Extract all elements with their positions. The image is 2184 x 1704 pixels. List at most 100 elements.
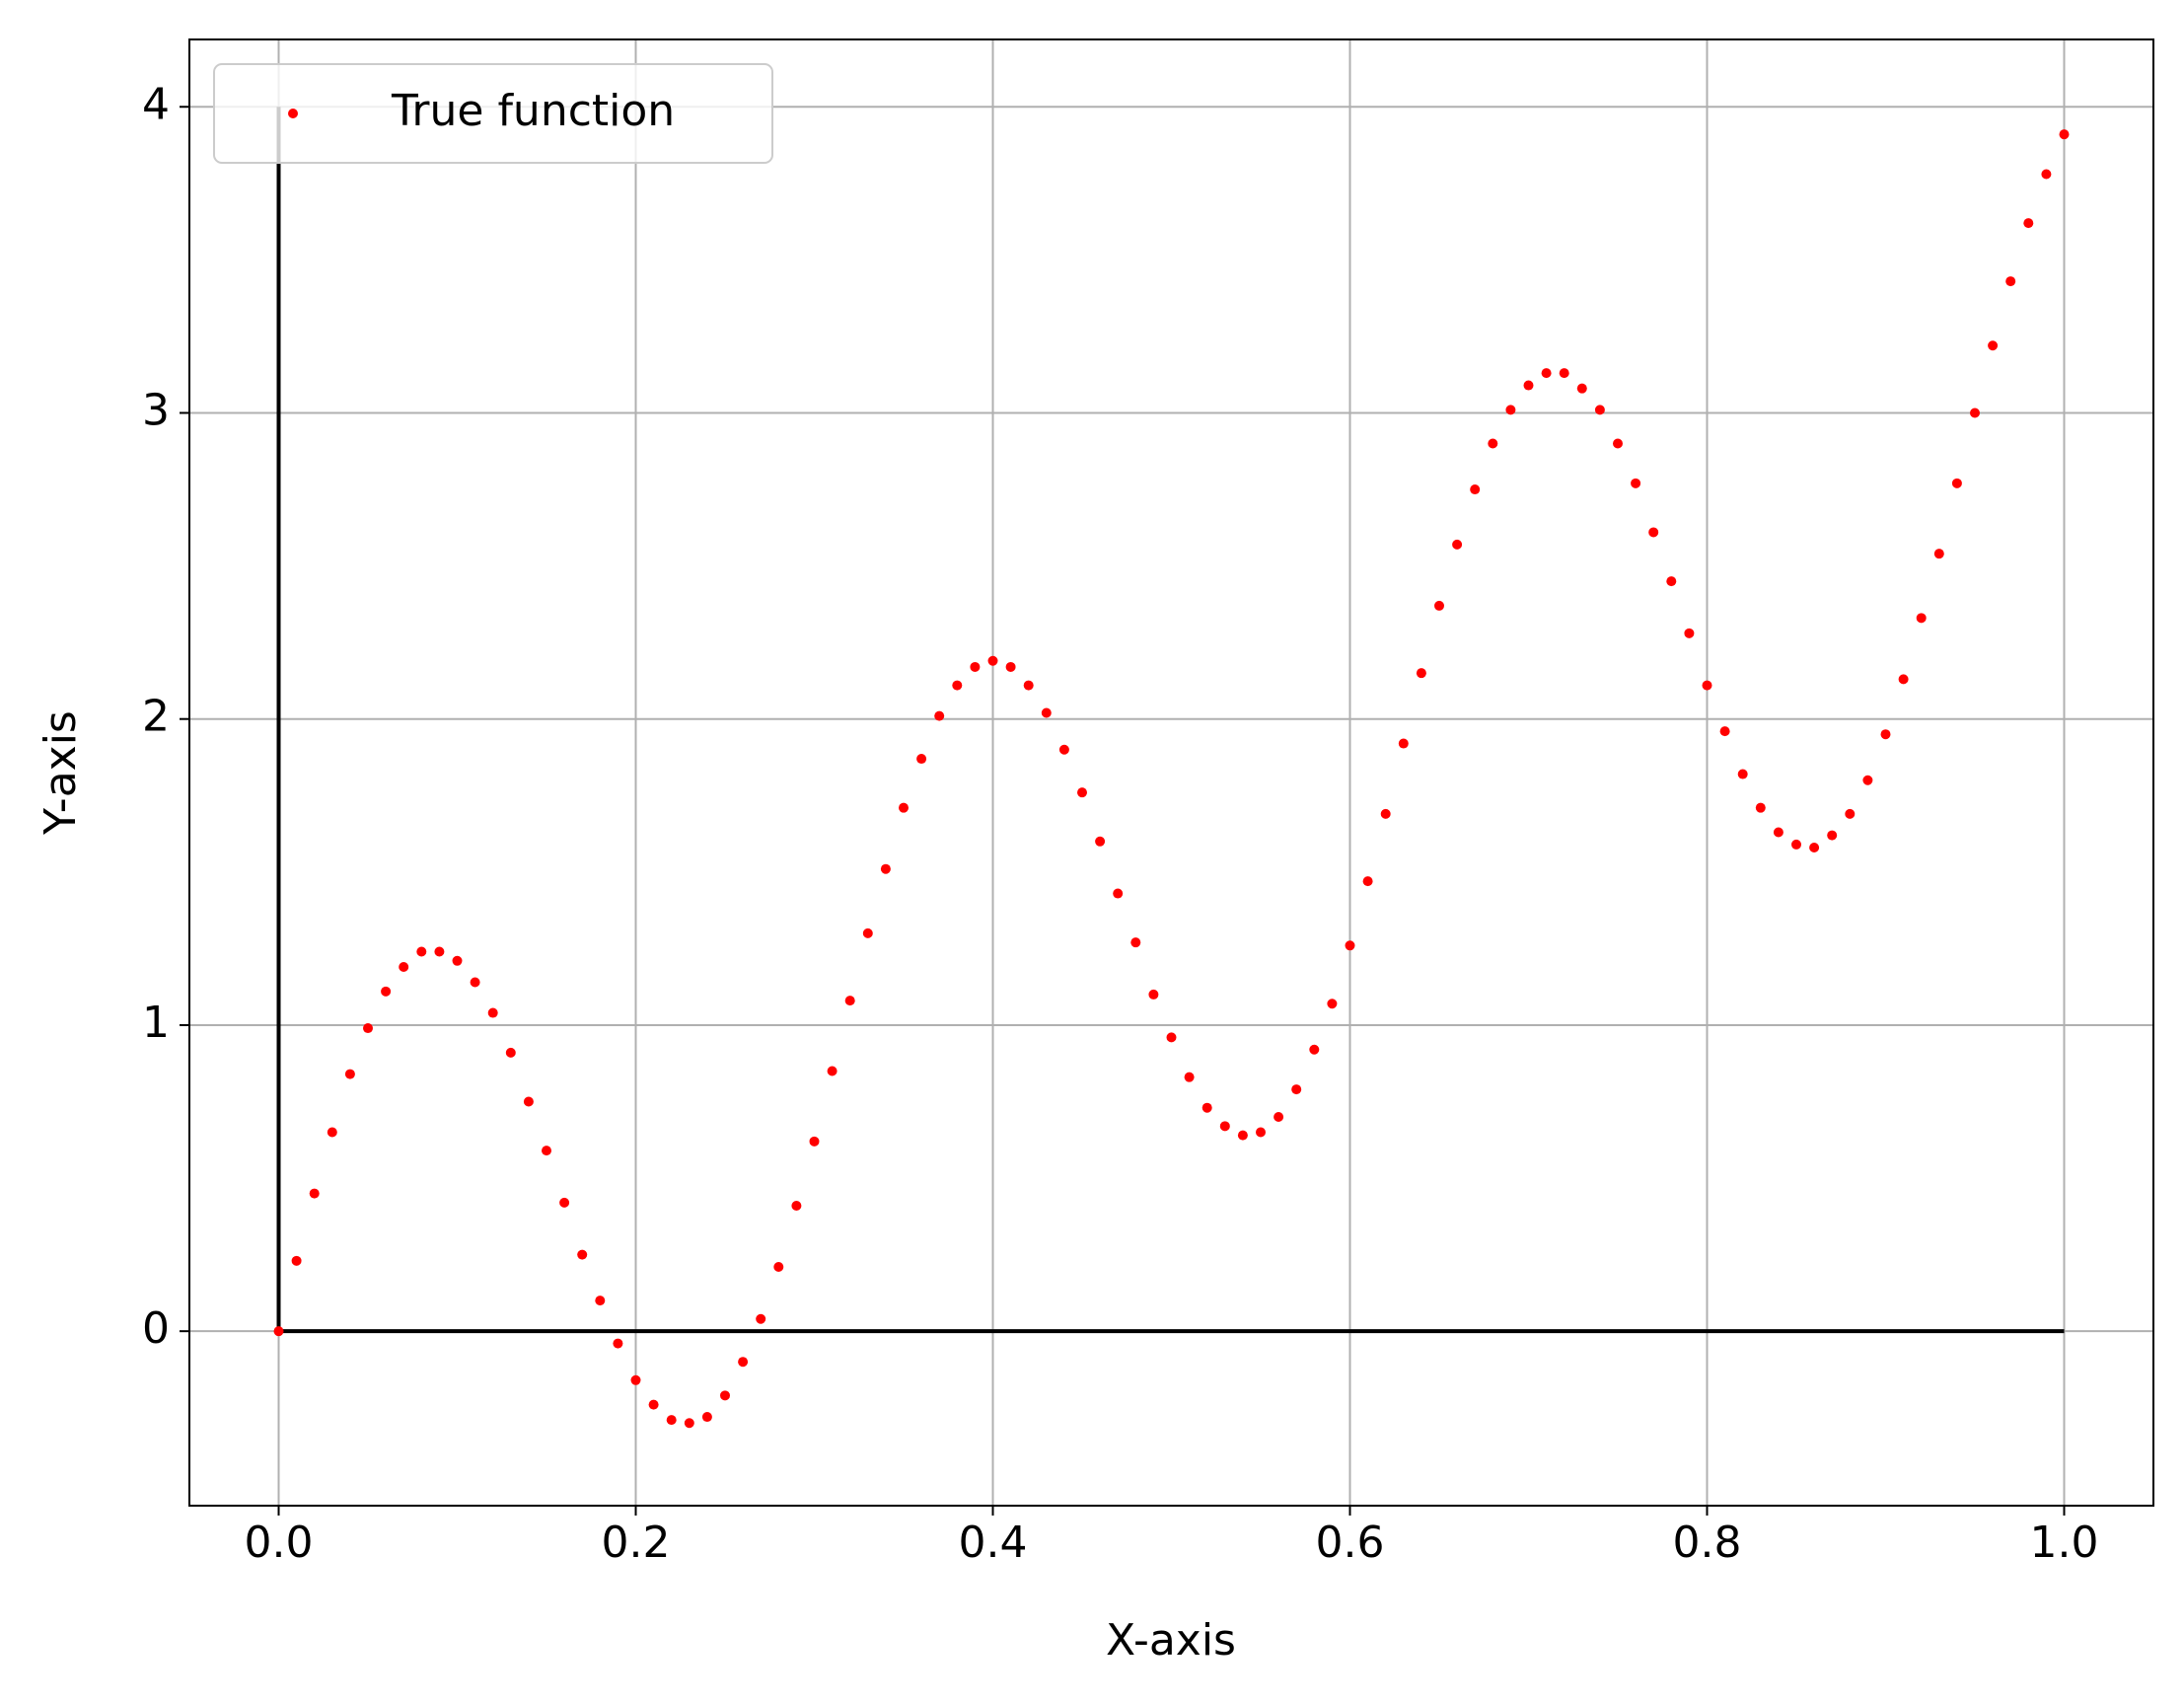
scatter-point <box>542 1146 551 1156</box>
x-axis-label: X-axis <box>1106 1615 1236 1666</box>
scatter-point <box>899 802 909 813</box>
scatter-point <box>1362 876 1373 887</box>
scatter-point <box>1470 484 1481 495</box>
scatter-point <box>1505 405 1516 415</box>
scatter-point <box>684 1418 694 1429</box>
x-tick-label: 0.8 <box>1673 1518 1742 1568</box>
scatter-point <box>1862 775 1873 785</box>
scatter-point <box>595 1296 606 1306</box>
scatter-point <box>666 1415 677 1426</box>
scatter-point <box>1631 478 1641 488</box>
scatter-point <box>970 661 981 672</box>
scatter-point <box>1791 839 1801 850</box>
scatter-point <box>452 955 463 966</box>
y-tick-label: 2 <box>142 692 170 742</box>
scatter-point <box>1898 674 1909 685</box>
scatter-point <box>952 680 963 691</box>
scatter-point <box>720 1390 730 1401</box>
scatter-point <box>1345 940 1355 951</box>
scatter-point <box>291 1255 302 1266</box>
scatter-point <box>1613 438 1623 449</box>
scatter-point <box>344 1069 355 1079</box>
scatter-point <box>273 1326 284 1337</box>
scatter-point <box>1666 576 1677 587</box>
scatter-point <box>1291 1084 1302 1095</box>
scatter-point <box>827 1066 837 1076</box>
scatter-point <box>880 863 891 874</box>
scatter-point <box>1845 808 1856 819</box>
scatter-point <box>577 1249 588 1260</box>
scatter-point <box>1719 726 1730 737</box>
scatter-point <box>1576 383 1587 394</box>
scatter-point <box>1755 802 1766 813</box>
scatter-point <box>1380 808 1391 819</box>
scatter-point <box>1184 1072 1195 1082</box>
scatter-point <box>1309 1044 1320 1055</box>
scatter-point <box>470 977 480 988</box>
scatter-point <box>987 655 998 666</box>
y-tick-label: 3 <box>142 385 170 435</box>
scatter-point <box>363 1023 373 1034</box>
scatter-point <box>1933 549 1944 559</box>
scatter-point <box>1988 340 1999 351</box>
scatter-point <box>1702 680 1712 691</box>
scatter-point <box>1488 438 1498 449</box>
scatter-point <box>844 996 855 1006</box>
scatter-point <box>381 986 392 997</box>
y-tick-label: 1 <box>142 998 170 1048</box>
scatter-point <box>862 927 873 938</box>
x-tick-label: 0.0 <box>245 1518 314 1568</box>
scatter-point <box>738 1357 749 1368</box>
scatter-point <box>1130 937 1141 948</box>
scatter-point <box>2059 129 2070 140</box>
scatter-point <box>1648 527 1659 538</box>
scatter-point <box>791 1200 802 1211</box>
x-tick-label: 1.0 <box>2030 1518 2099 1568</box>
scatter-point <box>809 1136 820 1147</box>
scatter-point <box>1166 1032 1177 1043</box>
scatter-point <box>1327 999 1338 1009</box>
scatter-point <box>523 1096 534 1107</box>
scatter-point <box>505 1047 516 1058</box>
scatter-point <box>559 1197 570 1208</box>
scatter-point <box>1523 380 1534 391</box>
scatter-point <box>630 1374 641 1385</box>
scatter-point <box>1005 661 1016 672</box>
scatter-point <box>1773 827 1784 838</box>
scatter-point <box>1398 738 1409 749</box>
scatter-point <box>916 754 927 765</box>
scatter-point <box>1594 405 1605 415</box>
scatter-point <box>1274 1112 1284 1123</box>
scatter-point <box>1237 1130 1248 1141</box>
scatter-point <box>756 1313 766 1324</box>
scatter-point <box>1023 680 1034 691</box>
scatter-point <box>1809 843 1820 853</box>
scatter-point <box>773 1262 784 1273</box>
y-tick-label: 4 <box>142 79 170 129</box>
scatter-point <box>399 961 409 972</box>
scatter-point <box>1541 368 1552 379</box>
scatter-point <box>648 1399 659 1410</box>
plot-frame <box>188 38 2154 1507</box>
scatter-point <box>2041 169 2052 180</box>
scatter-point <box>1880 729 1891 740</box>
scatter-point <box>487 1007 498 1018</box>
scatter-point <box>1559 368 1569 379</box>
y-axis-label: Y-axis <box>36 710 86 836</box>
scatter-point <box>1201 1102 1212 1113</box>
scatter-point <box>327 1127 337 1138</box>
scatter-point <box>1452 539 1463 550</box>
scatter-point <box>309 1188 320 1199</box>
scatter-point <box>416 946 427 957</box>
scatter-point <box>1095 836 1106 847</box>
scatter-point <box>1077 787 1087 798</box>
x-tick-label: 0.2 <box>602 1518 671 1568</box>
scatter-point <box>1970 407 1980 418</box>
scatter-point <box>1434 600 1444 611</box>
scatter-point <box>1684 628 1695 638</box>
scatter-point <box>701 1412 712 1423</box>
legend-box <box>213 63 773 164</box>
scatter-point <box>1219 1121 1230 1132</box>
legend-label: True function <box>391 86 675 136</box>
